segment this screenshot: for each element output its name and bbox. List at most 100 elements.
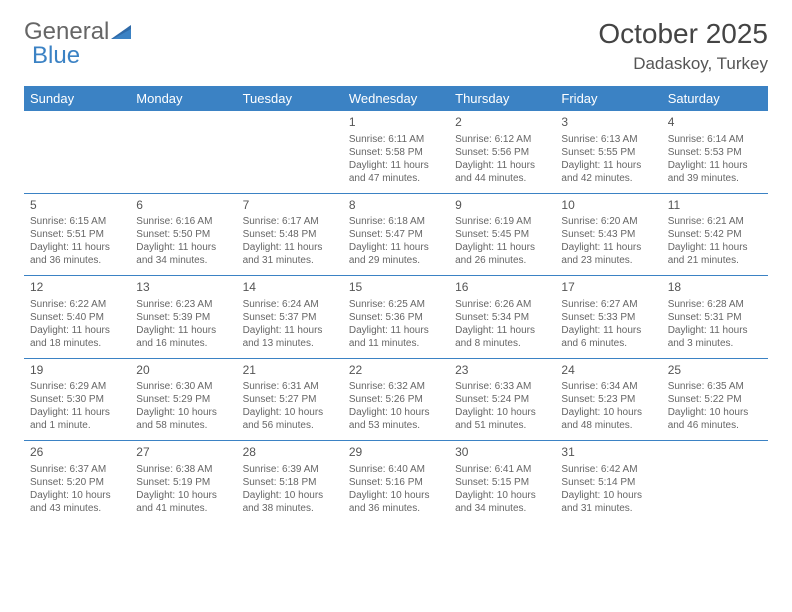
day-detail: Sunset: 5:37 PM [243, 311, 337, 324]
day-cell: 27Sunrise: 6:38 AMSunset: 5:19 PMDayligh… [130, 441, 236, 523]
day-number: 11 [668, 198, 762, 214]
day-detail: Sunrise: 6:21 AM [668, 215, 762, 228]
day-number: 18 [668, 280, 762, 296]
day-detail: Daylight: 10 hours [243, 406, 337, 419]
day-detail: Daylight: 11 hours [136, 241, 230, 254]
day-detail: and 6 minutes. [561, 337, 655, 350]
day-detail: Sunrise: 6:25 AM [349, 298, 443, 311]
calendar-header-row: SundayMondayTuesdayWednesdayThursdayFrid… [24, 86, 768, 111]
day-detail: and 16 minutes. [136, 337, 230, 350]
day-number: 3 [561, 115, 655, 131]
day-cell: 25Sunrise: 6:35 AMSunset: 5:22 PMDayligh… [662, 359, 768, 441]
day-detail: Sunset: 5:18 PM [243, 476, 337, 489]
day-detail: and 31 minutes. [243, 254, 337, 267]
day-detail: and 3 minutes. [668, 337, 762, 350]
day-cell: 12Sunrise: 6:22 AMSunset: 5:40 PMDayligh… [24, 276, 130, 358]
day-cell: 3Sunrise: 6:13 AMSunset: 5:55 PMDaylight… [555, 111, 661, 193]
day-detail: Sunrise: 6:38 AM [136, 463, 230, 476]
week-row: 26Sunrise: 6:37 AMSunset: 5:20 PMDayligh… [24, 441, 768, 523]
day-detail: Sunrise: 6:13 AM [561, 133, 655, 146]
day-detail: Daylight: 11 hours [455, 324, 549, 337]
day-detail: and 21 minutes. [668, 254, 762, 267]
day-detail: and 48 minutes. [561, 419, 655, 432]
day-detail: Daylight: 10 hours [136, 406, 230, 419]
day-detail: Daylight: 11 hours [30, 406, 124, 419]
day-detail: Sunset: 5:24 PM [455, 393, 549, 406]
day-number: 17 [561, 280, 655, 296]
day-number: 25 [668, 363, 762, 379]
weekday-header: Monday [130, 86, 236, 111]
day-cell [24, 111, 130, 193]
day-detail: Daylight: 10 hours [561, 406, 655, 419]
day-detail: Daylight: 10 hours [136, 489, 230, 502]
day-detail: and 47 minutes. [349, 172, 443, 185]
day-detail: Sunset: 5:20 PM [30, 476, 124, 489]
day-cell: 6Sunrise: 6:16 AMSunset: 5:50 PMDaylight… [130, 194, 236, 276]
sail-icon [111, 23, 133, 41]
day-detail: Daylight: 11 hours [668, 324, 762, 337]
day-detail: and 23 minutes. [561, 254, 655, 267]
day-detail: and 18 minutes. [30, 337, 124, 350]
day-detail: and 43 minutes. [30, 502, 124, 515]
day-detail: Daylight: 11 hours [561, 159, 655, 172]
day-number: 22 [349, 363, 443, 379]
day-cell: 1Sunrise: 6:11 AMSunset: 5:58 PMDaylight… [343, 111, 449, 193]
day-detail: Daylight: 10 hours [668, 406, 762, 419]
day-detail: Daylight: 11 hours [243, 241, 337, 254]
day-cell: 10Sunrise: 6:20 AMSunset: 5:43 PMDayligh… [555, 194, 661, 276]
day-detail: Daylight: 10 hours [349, 406, 443, 419]
day-cell: 23Sunrise: 6:33 AMSunset: 5:24 PMDayligh… [449, 359, 555, 441]
day-detail: Sunset: 5:14 PM [561, 476, 655, 489]
day-cell: 24Sunrise: 6:34 AMSunset: 5:23 PMDayligh… [555, 359, 661, 441]
day-detail: Sunrise: 6:37 AM [30, 463, 124, 476]
day-detail: and 11 minutes. [349, 337, 443, 350]
day-detail: and 51 minutes. [455, 419, 549, 432]
day-detail: Sunrise: 6:17 AM [243, 215, 337, 228]
day-cell: 9Sunrise: 6:19 AMSunset: 5:45 PMDaylight… [449, 194, 555, 276]
day-detail: Daylight: 11 hours [30, 241, 124, 254]
day-detail: Sunset: 5:33 PM [561, 311, 655, 324]
day-detail: Sunset: 5:34 PM [455, 311, 549, 324]
day-detail: Sunset: 5:40 PM [30, 311, 124, 324]
day-number: 12 [30, 280, 124, 296]
day-cell: 30Sunrise: 6:41 AMSunset: 5:15 PMDayligh… [449, 441, 555, 523]
day-detail: and 36 minutes. [30, 254, 124, 267]
day-cell: 7Sunrise: 6:17 AMSunset: 5:48 PMDaylight… [237, 194, 343, 276]
day-detail: Daylight: 10 hours [455, 406, 549, 419]
day-cell: 31Sunrise: 6:42 AMSunset: 5:14 PMDayligh… [555, 441, 661, 523]
title-block: October 2025 Dadaskoy, Turkey [598, 18, 768, 74]
weekday-header: Friday [555, 86, 661, 111]
day-detail: and 46 minutes. [668, 419, 762, 432]
day-detail: Daylight: 11 hours [561, 241, 655, 254]
day-cell: 22Sunrise: 6:32 AMSunset: 5:26 PMDayligh… [343, 359, 449, 441]
weekday-header: Wednesday [343, 86, 449, 111]
day-number: 1 [349, 115, 443, 131]
day-detail: Sunrise: 6:42 AM [561, 463, 655, 476]
month-title: October 2025 [598, 18, 768, 50]
day-number: 10 [561, 198, 655, 214]
day-cell: 2Sunrise: 6:12 AMSunset: 5:56 PMDaylight… [449, 111, 555, 193]
day-detail: Sunrise: 6:12 AM [455, 133, 549, 146]
day-detail: and 1 minute. [30, 419, 124, 432]
day-cell [237, 111, 343, 193]
day-detail: Daylight: 11 hours [561, 324, 655, 337]
day-cell: 14Sunrise: 6:24 AMSunset: 5:37 PMDayligh… [237, 276, 343, 358]
day-detail: Sunset: 5:16 PM [349, 476, 443, 489]
day-cell: 5Sunrise: 6:15 AMSunset: 5:51 PMDaylight… [24, 194, 130, 276]
day-detail: Sunrise: 6:33 AM [455, 380, 549, 393]
day-detail: Sunset: 5:31 PM [668, 311, 762, 324]
header: General October 2025 Dadaskoy, Turkey [24, 18, 768, 74]
day-detail: Sunrise: 6:34 AM [561, 380, 655, 393]
day-detail: Sunrise: 6:23 AM [136, 298, 230, 311]
day-detail: and 53 minutes. [349, 419, 443, 432]
day-cell: 28Sunrise: 6:39 AMSunset: 5:18 PMDayligh… [237, 441, 343, 523]
day-detail: Sunrise: 6:40 AM [349, 463, 443, 476]
day-detail: and 34 minutes. [136, 254, 230, 267]
day-detail: and 13 minutes. [243, 337, 337, 350]
day-number: 30 [455, 445, 549, 461]
day-detail: and 26 minutes. [455, 254, 549, 267]
day-number: 4 [668, 115, 762, 131]
day-detail: Sunrise: 6:18 AM [349, 215, 443, 228]
day-detail: Daylight: 11 hours [349, 324, 443, 337]
day-detail: and 39 minutes. [668, 172, 762, 185]
